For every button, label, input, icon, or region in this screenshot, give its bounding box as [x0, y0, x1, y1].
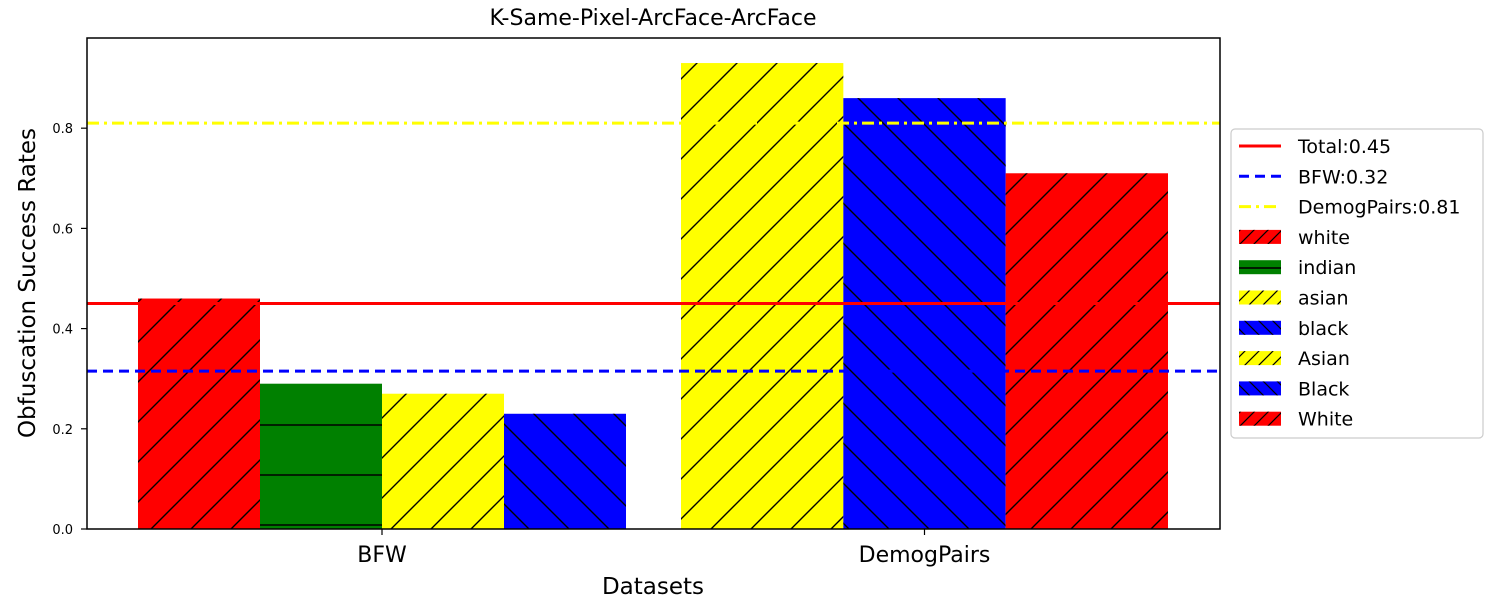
bar-hatch-bfw-asian — [382, 393, 504, 529]
bar-hatch-bfw-white — [138, 298, 260, 529]
legend-swatch-hatch-indian — [1239, 260, 1281, 275]
legend-label-asian: Asian — [1298, 348, 1350, 370]
y-axis: 0.0 0.2 0.4 0.6 0.8 — [52, 122, 87, 538]
bar-hatch-bfw-indian — [260, 383, 382, 529]
x-axis: BFW DemogPairs — [357, 529, 990, 568]
bar-hatch-demogpairs-white — [1005, 173, 1168, 529]
legend-label-white: white — [1298, 227, 1350, 249]
bar-hatch-demogpairs-asian — [681, 63, 844, 529]
legend-swatch-hatch-white — [1239, 411, 1281, 426]
legend-swatch-hatch-black — [1239, 320, 1281, 335]
bars-layer — [138, 63, 1168, 530]
legend-box — [1230, 128, 1484, 439]
y-tick-label: 0.4 — [52, 323, 73, 338]
reference-lines-layer — [87, 121, 1220, 373]
y-tick-label: 0.8 — [52, 122, 73, 137]
y-tick-label: 0.2 — [52, 423, 73, 438]
legend-label-total-0-45: Total:0.45 — [1297, 136, 1391, 158]
x-tick-label: BFW — [357, 543, 407, 568]
y-tick-label: 0.6 — [52, 222, 73, 237]
legend-label-asian: asian — [1298, 288, 1349, 310]
legend-swatch-hatch-white — [1239, 229, 1281, 244]
legend-label-black: black — [1298, 318, 1348, 340]
legend-label-demogpairs-0-81: DemogPairs:0.81 — [1298, 197, 1460, 219]
x-tick-label: DemogPairs — [859, 543, 991, 568]
legend-label-bfw-0-32: BFW:0.32 — [1298, 166, 1388, 188]
legend-swatch-hatch-black — [1239, 381, 1281, 396]
plot-frame — [86, 37, 1221, 530]
y-axis-label: Obfuscation Success Rates — [15, 128, 41, 438]
y-tick-label: 0.0 — [52, 523, 73, 538]
x-axis-label: Datasets — [602, 574, 704, 600]
legend-swatch-hatch-asian — [1239, 290, 1281, 305]
legend-label-indian: indian — [1298, 257, 1356, 279]
bar-hatch-demogpairs-black — [843, 98, 1006, 530]
legend-swatch-hatch-asian — [1239, 351, 1281, 366]
legend-label-black: Black — [1298, 378, 1349, 400]
legend: Total:0.45 BFW:0.32 DemogPairs:0.81 white in… — [1230, 128, 1484, 439]
bar-hatch-bfw-black — [504, 413, 626, 529]
legend-label-white: White — [1298, 409, 1353, 431]
chart-title: K-Same-Pixel-ArcFace-ArcFace — [489, 6, 816, 31]
